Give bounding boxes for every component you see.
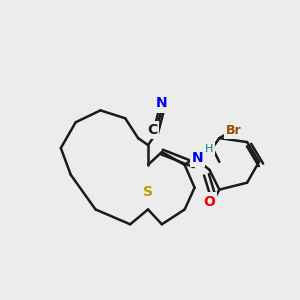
Text: O: O — [203, 194, 215, 208]
Text: Br: Br — [225, 124, 241, 137]
Text: N: N — [156, 96, 168, 110]
Text: H: H — [205, 144, 214, 154]
Text: N: N — [192, 151, 203, 165]
Text: C: C — [147, 123, 157, 137]
Text: S: S — [143, 184, 153, 199]
